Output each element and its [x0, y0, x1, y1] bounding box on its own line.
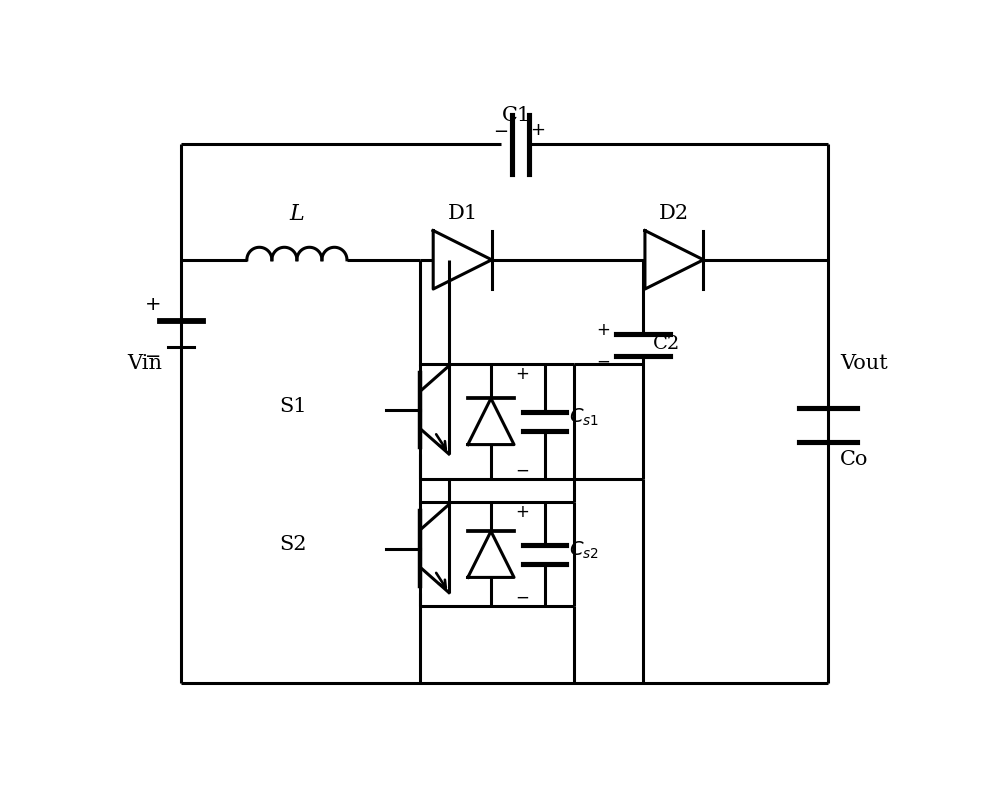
Text: $C_{s2}$: $C_{s2}$	[569, 540, 599, 561]
Text: $C_{s1}$: $C_{s1}$	[569, 407, 599, 428]
Text: $-$: $-$	[515, 460, 530, 478]
Text: D1: D1	[447, 204, 478, 223]
Text: S1: S1	[279, 397, 307, 415]
Text: $+$: $+$	[144, 295, 160, 314]
Text: Vout: Vout	[840, 354, 888, 373]
Text: $-$: $-$	[596, 352, 610, 370]
Text: $+$: $+$	[515, 504, 530, 521]
Text: L: L	[290, 203, 304, 225]
Text: $+$: $+$	[515, 365, 530, 383]
Text: $+$: $+$	[530, 122, 545, 139]
Text: Vin: Vin	[127, 354, 162, 373]
Text: $-$: $-$	[144, 345, 160, 364]
Text: C1: C1	[502, 105, 531, 125]
Text: C2: C2	[653, 336, 680, 354]
Text: S2: S2	[279, 535, 307, 554]
Text: $-$: $-$	[515, 587, 530, 605]
Text: $-$: $-$	[493, 122, 508, 139]
Text: D2: D2	[659, 204, 689, 223]
Text: $+$: $+$	[596, 321, 610, 339]
Text: Co: Co	[840, 450, 868, 470]
